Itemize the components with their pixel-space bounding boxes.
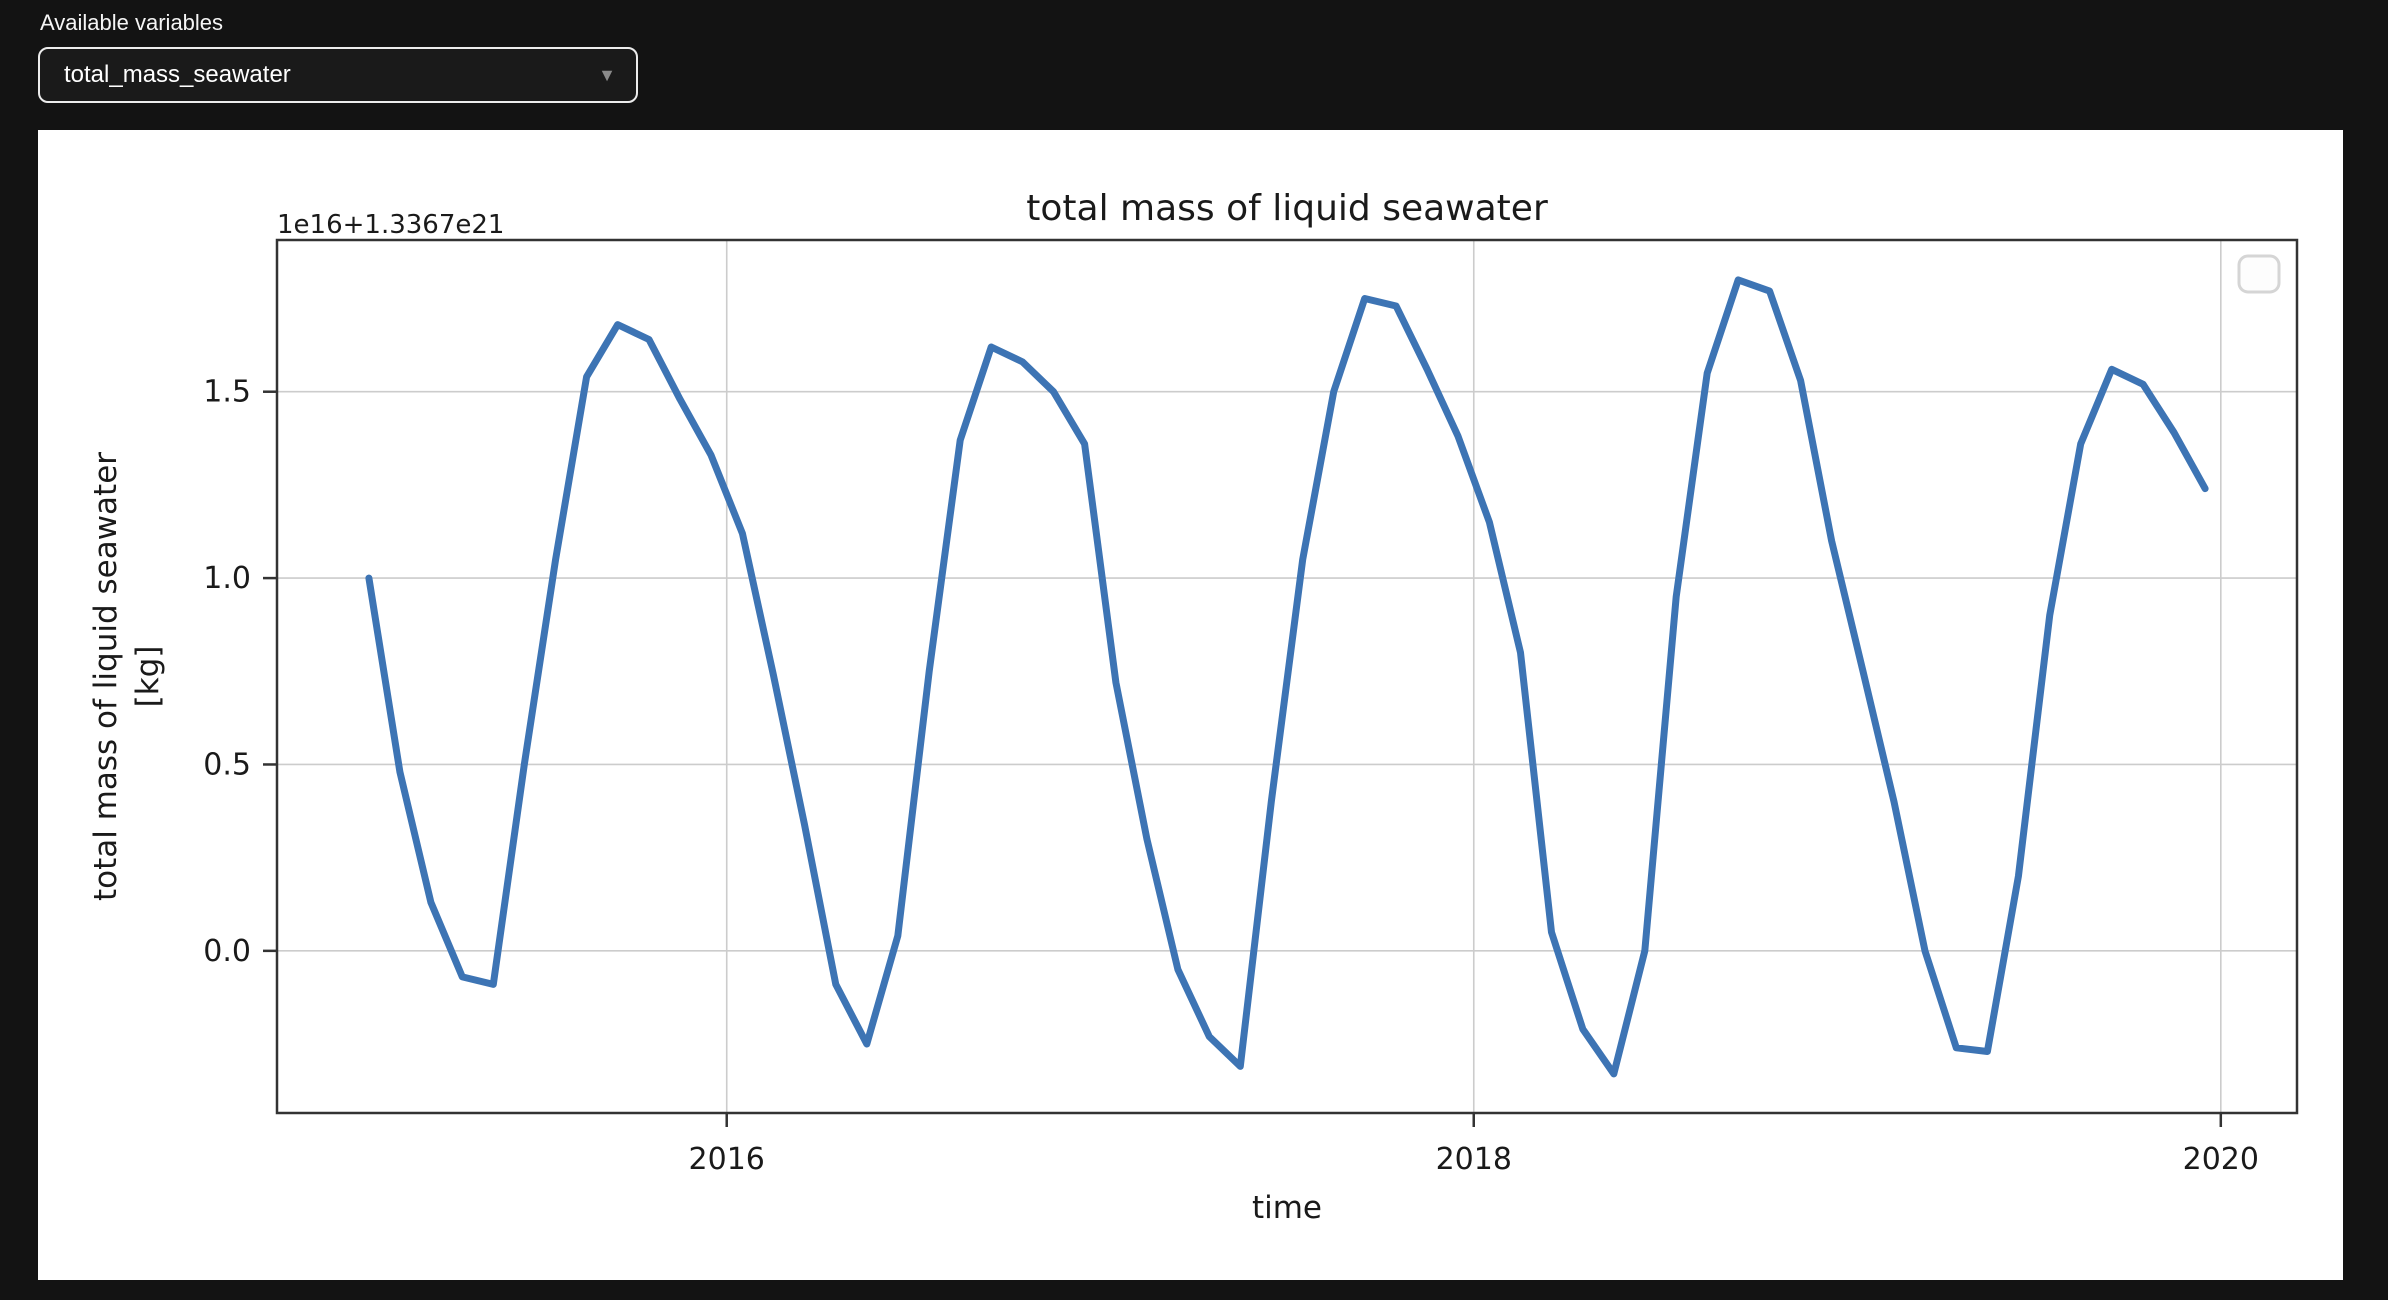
y-tick-label: 1.0 [203, 561, 251, 596]
y-axis-label: total mass of liquid seawater [88, 452, 124, 901]
x-tick-label: 2018 [1436, 1142, 1512, 1177]
plot-panel: 1.5 1.0 0.5 0.0 2016 2018 2020 total mass of li… [38, 130, 2343, 1280]
variable-dropdown-value: total_mass_seawater [64, 61, 291, 88]
axis-offset-text: 1e16+1.3367e21 [277, 210, 504, 240]
x-tick-label: 2020 [2183, 1142, 2259, 1177]
chart-title: total mass of liquid seawater [1026, 188, 1548, 229]
available-variables-label: Available variables [40, 10, 224, 35]
x-axis-label: time [1252, 1190, 1322, 1226]
chevron-down-icon: ▼ [598, 65, 616, 85]
data-line-total-mass-seawater [365, 276, 2209, 1078]
axes-spines [275, 238, 2299, 1115]
y-axis-label-units: [kg] [130, 646, 166, 708]
seawater-mass-chart: 1.5 1.0 0.5 0.0 2016 2018 2020 total mass of li… [88, 188, 2299, 1226]
y-tick-label: 0.0 [203, 934, 251, 969]
y-tick-label: 1.5 [203, 375, 251, 410]
x-tick-label: 2016 [689, 1142, 765, 1177]
variable-dropdown[interactable]: total_mass_seawater ▼ [38, 47, 638, 103]
legend-box[interactable] [2237, 254, 2281, 294]
y-tick-label: 0.5 [203, 747, 251, 782]
